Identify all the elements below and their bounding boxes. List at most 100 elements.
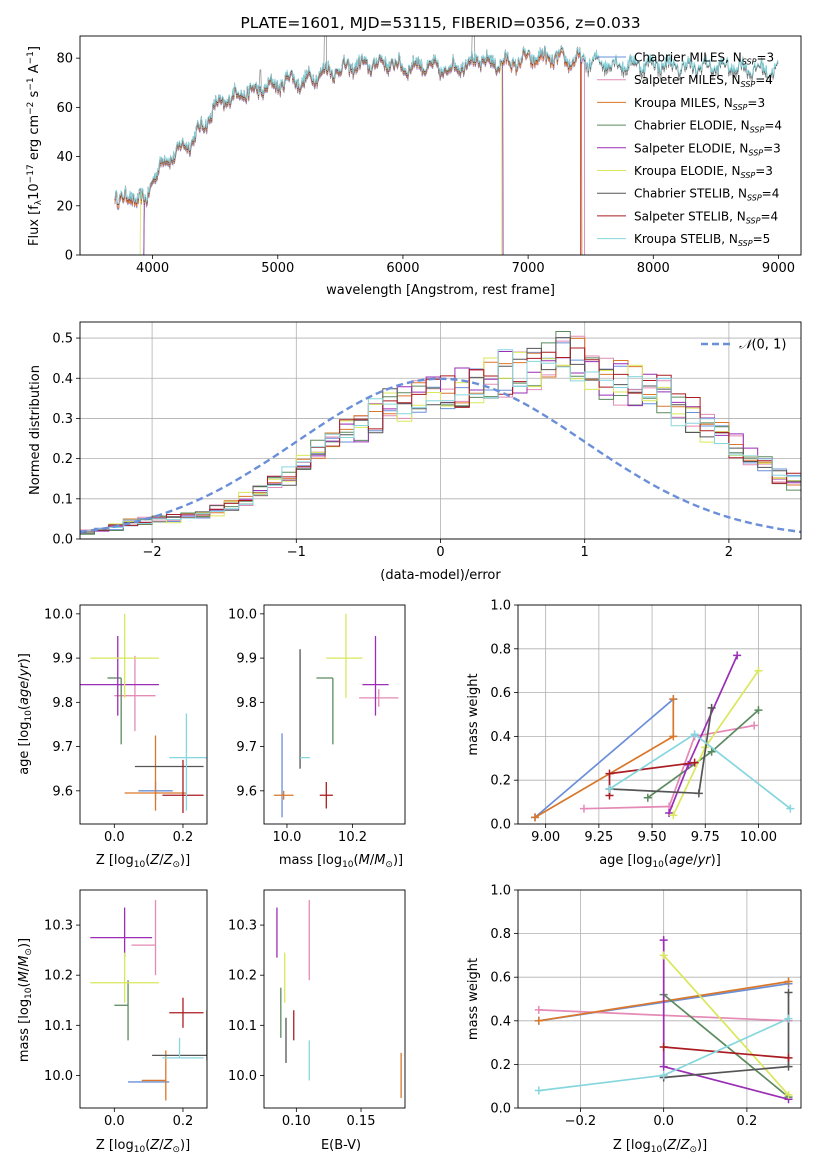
x-tick-label: 9000: [762, 261, 795, 276]
legend-label: Kroupa STELIB, NSSP=5: [634, 232, 770, 248]
model-spectrum-salpeter-elodie: [143, 52, 504, 255]
legend: Chabrier MILES, NSSP=3 Salpeter MILES, NS…: [597, 51, 782, 248]
age-vs-Z-frame: [79, 604, 208, 825]
series-marker: [534, 1086, 543, 1095]
y-tick-label: 80: [56, 52, 73, 67]
x-tick-label: 9.00: [531, 830, 560, 845]
y-tick-label: 1.0: [490, 599, 511, 614]
series-kroupa-elodie: [659, 951, 793, 1099]
mass-vs-ebv-axes: 0.10 0.15 10.0 10.1 10.2 10.3: [228, 900, 402, 1129]
y-tick-label: 0.0: [490, 818, 511, 833]
x-tick-label: 5000: [261, 261, 294, 276]
mass-vs-ebv-frame: [263, 889, 406, 1109]
series-marker: [659, 936, 668, 945]
histogram-kroupa-elodie: [80, 351, 801, 533]
age-vs-mass-frame: [263, 604, 406, 825]
y-tick-label: 0.8: [490, 927, 511, 942]
series-marker: [643, 793, 652, 802]
y-tick-label: 0.6: [490, 971, 511, 986]
x-tick-label: 1: [581, 545, 589, 560]
x-tick-label: 0.15: [347, 1114, 376, 1129]
errorbar-point: [326, 613, 363, 698]
series-marker: [605, 769, 614, 778]
x-tick-label: 10.0: [272, 830, 301, 845]
x-tick-label: 9.75: [691, 830, 720, 845]
errorbar-point: [124, 735, 187, 811]
errorbar-point: [107, 677, 122, 745]
y-tick-label: 9.8: [52, 696, 73, 711]
x-tick-label: 10.2: [338, 830, 367, 845]
legend-label: Chabrier STELIB, NSSP=4: [634, 187, 779, 203]
legend-label: Salpeter STELIB, NSSP=4: [634, 209, 778, 225]
lines: [534, 936, 793, 1104]
series-marker: [669, 811, 678, 820]
spectrum-lines: [114, 36, 779, 255]
y-tick-label: 20: [56, 199, 73, 214]
series-chabrier-elodie: [643, 706, 763, 802]
series-marker: [605, 784, 614, 793]
lines: [531, 651, 795, 822]
series-salpeter-stelib: [659, 1042, 793, 1062]
x-axis-label: Z [log10(Z/Z⊙)]: [613, 1138, 707, 1155]
x-tick-label: 0: [436, 545, 444, 560]
errorbar-point: [273, 790, 294, 800]
y-tick-label: 0.4: [490, 730, 511, 745]
x-tick-label: 2: [725, 545, 733, 560]
series-chabrier-miles: [531, 695, 678, 822]
series-marker: [690, 758, 699, 767]
y-tick-label: 9.6: [236, 784, 257, 799]
series-marker: [659, 1071, 668, 1080]
x-axis-label: (data-model)/error: [380, 568, 501, 583]
x-tick-label: 0.0: [104, 830, 125, 845]
series-marker: [665, 809, 674, 818]
y-tick-label: 9.6: [52, 784, 73, 799]
x-tick-label: 0.2: [173, 830, 194, 845]
model-spectrum-kroupa-elodie: [139, 51, 503, 255]
y-tick-label: 9.7: [52, 740, 73, 755]
x-axis-label: age [log10(age/yr)]: [599, 853, 721, 870]
series-marker: [784, 977, 793, 986]
series-line: [663, 954, 790, 1096]
mass-vs-Z-frame: [79, 889, 208, 1109]
series-marker: [750, 721, 759, 730]
y-tick-label: 10.0: [44, 1069, 73, 1084]
series-marker: [707, 703, 716, 712]
x-tick-label: 6000: [386, 261, 419, 276]
series-line: [583, 724, 755, 810]
y-tick-label: 0.4: [490, 1014, 511, 1029]
model-spectrum-salpeter-miles: [114, 50, 585, 255]
legend-label: Kroupa MILES, NSSP=3: [634, 96, 765, 112]
y-tick-label: 0.0: [490, 1102, 511, 1117]
y-tick-label: 0.5: [52, 332, 73, 347]
errorbar-point: [90, 907, 153, 958]
histogram-salpeter-miles: [80, 335, 801, 531]
legend-label: Chabrier ELODIE, NSSP=4: [634, 119, 782, 135]
model-spectrum-chabrier-miles: [114, 50, 585, 255]
series-marker: [684, 760, 693, 769]
errorbar-point: [162, 1037, 204, 1059]
series-marker: [784, 1090, 793, 1099]
y-tick-label: 10.2: [44, 969, 73, 984]
age-vs-mass-axes: 10.0 10.2 9.6 9.7 9.8 9.9 10.0: [228, 607, 399, 845]
y-axis-label: Flux [fλ10−17 erg cm−2 s−1 A−1]: [26, 46, 44, 246]
y-axis-label: age [log10(age/yr)]: [17, 653, 34, 775]
errorbar-point: [114, 980, 129, 1041]
errorbar-point: [362, 635, 389, 716]
y-tick-label: 10.0: [228, 607, 257, 622]
y-axis-label: mass [log10(M/M⊙)]: [17, 938, 34, 1062]
y-tick-label: 10.0: [228, 1069, 257, 1084]
series-chabrier-elodie: [659, 990, 793, 1102]
legend-label: Chabrier MILES, NSSP=3: [634, 51, 774, 67]
x-tick-label: 9.50: [638, 830, 667, 845]
series-line: [663, 993, 790, 1098]
series-marker: [659, 951, 668, 960]
errorbar-point: [359, 689, 399, 707]
y-tick-label: 40: [56, 150, 73, 165]
series-marker: [754, 706, 763, 715]
y-tick-label: 9.7: [236, 740, 257, 755]
y-tick-label: 60: [56, 101, 73, 116]
normal-curve: [80, 377, 801, 534]
x-tick-label: 10.00: [740, 830, 777, 845]
errorbar-point: [90, 613, 159, 698]
